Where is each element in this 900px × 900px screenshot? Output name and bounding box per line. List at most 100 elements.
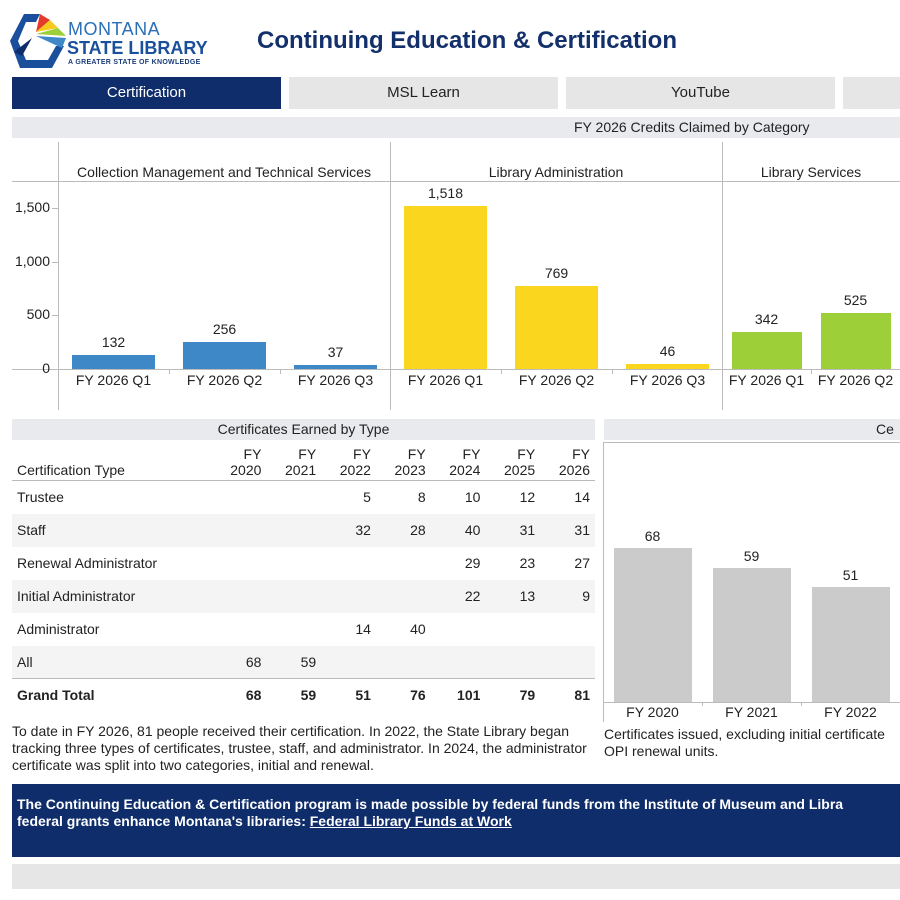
x-axis-line	[12, 369, 900, 370]
cell-value	[211, 513, 267, 547]
chart-note: Certificates issued, excluding initial c…	[604, 726, 900, 760]
cell-type: All	[12, 645, 212, 679]
cell-value	[321, 547, 376, 580]
y-tick-label: 500	[26, 306, 50, 323]
bottom-band	[12, 864, 900, 889]
cell-value: 68	[211, 678, 267, 712]
tab-more[interactable]	[843, 77, 900, 109]
data-label: 525	[843, 291, 868, 308]
data-label: 769	[544, 265, 569, 282]
col-header-fy: FY 2022	[321, 446, 376, 481]
cell-value: 51	[321, 678, 376, 712]
y-tick-label: 1,500	[14, 199, 50, 215]
cell-value	[540, 645, 595, 679]
cell-value: 13	[485, 579, 541, 613]
cell-value	[540, 613, 595, 646]
x-tick-mark	[280, 369, 281, 374]
table-row: Staff 32 28 40 31 31	[12, 513, 595, 547]
cell-value: 28	[375, 513, 431, 547]
x-tick-label: FY 2026 Q1	[407, 372, 484, 388]
data-label: 256	[212, 320, 237, 337]
tab-msl-learn[interactable]: MSL Learn	[289, 77, 558, 109]
certs-table-title: Certificates Earned by Type	[217, 421, 390, 437]
panel-divider	[722, 142, 723, 410]
y-tick-label: 0	[42, 360, 50, 376]
cell-value	[321, 645, 376, 679]
cell-value: 5	[363, 489, 371, 506]
data-label: 68	[644, 528, 661, 544]
x-tick-mark	[501, 369, 502, 374]
table-note: To date in FY 2026, 81 people received t…	[12, 723, 587, 773]
cell-value	[266, 547, 321, 580]
tab-certification[interactable]: Certification	[12, 77, 281, 109]
cell-value: 79	[485, 678, 541, 712]
cell-type: Trustee	[17, 489, 64, 506]
table-row: Initial Administrator 22 13 9	[12, 579, 595, 613]
cell-value	[266, 481, 321, 514]
panel-title: Collection Management and Technical Serv…	[77, 164, 371, 180]
cell-value: 29	[464, 555, 481, 571]
data-label: 46	[659, 343, 676, 360]
cell-type: Administrator	[17, 621, 100, 637]
cell-value	[430, 645, 486, 679]
x-tick-label: FY 2026 Q2	[518, 372, 595, 388]
col-header-type: Certification Type	[12, 446, 212, 481]
col-header-fy: FY 2025	[485, 446, 541, 481]
page-title: Continuing Education & Certification	[257, 27, 677, 54]
cell-value	[376, 547, 431, 580]
footer-text-line2: federal grants enhance Montana's librari…	[17, 813, 310, 829]
bar	[731, 332, 802, 369]
cell-value: 10	[464, 489, 481, 506]
bar	[515, 286, 598, 369]
tab-youtube[interactable]: YouTube	[566, 77, 835, 109]
logo-montana: MONTANA	[68, 19, 161, 39]
panel-header-line	[12, 181, 900, 182]
chart-frame-left	[603, 442, 604, 722]
panel-title: Library Services	[760, 164, 862, 180]
bar	[72, 354, 155, 369]
x-tick-mark	[612, 369, 613, 374]
cell-value	[266, 613, 321, 646]
bar	[811, 586, 890, 702]
x-tick-mark	[702, 702, 703, 706]
cell-value	[212, 547, 267, 580]
bar	[712, 568, 791, 702]
cell-value: 14	[355, 621, 371, 637]
bar	[404, 206, 487, 369]
cell-value	[211, 579, 267, 613]
cell-value: 12	[519, 489, 536, 506]
panel-title: Library Administration	[488, 164, 624, 180]
cell-value: 59	[266, 678, 322, 712]
cell-value: 68	[211, 645, 267, 679]
cell-value: 101	[430, 678, 486, 712]
certs-chart-title: Ce	[876, 421, 894, 437]
x-tick-mark	[169, 369, 170, 374]
cell-value: 27	[574, 555, 590, 571]
col-header-fy: FY 2020	[211, 446, 267, 481]
data-label: 132	[101, 333, 126, 350]
cell-value: 40	[430, 513, 486, 547]
cell-value	[485, 645, 541, 679]
x-tick-label: FY 2020	[626, 704, 679, 720]
y-axis-line	[58, 142, 59, 410]
cell-value: 8	[417, 489, 426, 506]
chart-note-line1: Certificates issued, excluding initial c…	[604, 726, 885, 742]
bar	[294, 365, 377, 369]
certs-table-header: Certificates Earned by Type	[12, 419, 595, 440]
logo[interactable]: MONTANA STATE LIBRARY A GREATER STATE OF…	[10, 10, 210, 70]
y-tick-mark	[52, 261, 58, 263]
table-row: Grand Total 68 59 51 76 101 79 81	[12, 678, 595, 712]
table-row: All 68 59	[12, 645, 595, 679]
x-tick-label: FY 2026 Q1	[75, 372, 152, 388]
y-tick-mark	[52, 208, 58, 209]
chart-note-line2: OPI renewal units.	[604, 743, 719, 759]
cell-value: 31	[540, 513, 595, 547]
x-tick-label: FY 2026 Q2	[186, 372, 263, 388]
cell-type: Staff	[12, 513, 212, 547]
col-header-fy: FY 2024	[430, 446, 486, 481]
x-tick-label: FY 2026 Q3	[297, 372, 374, 388]
col-header-fy: FY 2021	[266, 446, 322, 481]
table-row: Trustee 5 8 10 12 14	[12, 481, 595, 514]
x-axis-line	[603, 702, 900, 703]
federal-funds-link[interactable]: Federal Library Funds at Work	[309, 813, 512, 829]
